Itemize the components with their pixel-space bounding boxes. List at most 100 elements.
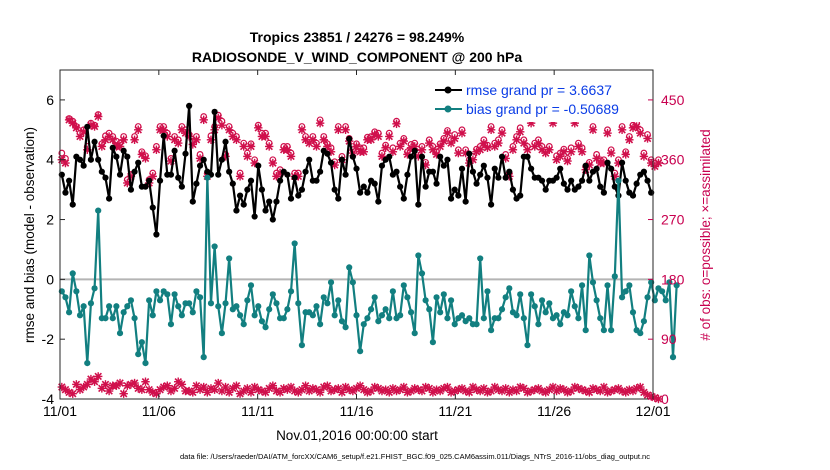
- legend-rmse-label: rmse grand pr = 3.6637: [466, 82, 612, 98]
- bias-point: [171, 291, 178, 298]
- rmse-point: [386, 153, 393, 160]
- bias-point: [495, 315, 502, 322]
- obs-count-low-point: [286, 382, 296, 392]
- rmse-point: [149, 204, 156, 211]
- obs-assimilated-point: [224, 125, 234, 135]
- rmse-point: [560, 180, 567, 187]
- bias-point: [542, 309, 549, 316]
- bias-point: [415, 252, 422, 259]
- bias-point: [138, 339, 145, 346]
- rmse-point: [240, 201, 247, 208]
- obs-count-low-point: [199, 382, 208, 392]
- bias-point: [418, 270, 426, 277]
- obs-assimilated-point: [516, 127, 525, 137]
- obs-count-low-point: [119, 389, 128, 398]
- obs-assimilated-point: [461, 148, 470, 158]
- bias-point: [575, 315, 582, 322]
- obs-assimilated-point: [385, 132, 394, 141]
- x-tick-label: 11/11: [241, 403, 274, 419]
- obs-assimilated-point: [334, 125, 343, 135]
- rmse-point: [80, 162, 87, 169]
- rmse-point: [397, 183, 404, 190]
- bias-point: [255, 303, 262, 310]
- rmse-point: [298, 186, 306, 193]
- obs-assimilated-point: [93, 112, 103, 121]
- obs-assimilated-point: [297, 125, 307, 135]
- obs-count-low-point: [101, 380, 110, 389]
- rmse-point: [564, 186, 571, 193]
- obs-assimilated-point: [235, 172, 245, 181]
- y2-tick-label: 450: [661, 92, 685, 108]
- obs-assimilated-point: [603, 128, 612, 138]
- bias-point: [269, 291, 276, 298]
- bias-point: [280, 315, 287, 322]
- rmse-point: [578, 177, 586, 184]
- rmse-point: [193, 180, 200, 187]
- rmse-point: [327, 159, 335, 166]
- bias-point: [498, 306, 506, 313]
- bias-point: [62, 294, 69, 301]
- bias-point: [669, 354, 677, 361]
- bias-point: [600, 327, 607, 334]
- rmse-point: [447, 195, 455, 202]
- obs-assimilated-point: [534, 138, 543, 148]
- rmse-point: [633, 180, 640, 187]
- bias-point: [131, 315, 138, 322]
- obs-assimilated-point: [374, 132, 383, 141]
- rmse-point: [393, 168, 400, 175]
- bias-point: [262, 324, 269, 331]
- bias-point: [407, 309, 415, 316]
- obs-count-low-point: [188, 388, 197, 397]
- rmse-point: [608, 165, 615, 172]
- obs-count-low-point: [177, 380, 187, 389]
- bias-point: [531, 303, 538, 310]
- obs-assimilated-point: [508, 145, 518, 154]
- obs-count-low-point: [214, 378, 223, 388]
- bias-point: [371, 294, 378, 301]
- bias-point: [382, 306, 389, 313]
- obs-assimilated-point: [399, 136, 408, 146]
- obs-assimilated-point: [621, 150, 630, 159]
- obs-assimilated-point: [439, 136, 449, 146]
- legend-bias-label: bias grand pr = -0.50689: [466, 101, 619, 117]
- obs-count-low-point: [93, 372, 103, 381]
- rmse-point: [586, 177, 593, 184]
- bias-point: [557, 321, 564, 328]
- obs-count-low-point: [115, 378, 125, 388]
- rmse-point: [295, 192, 302, 199]
- bias-point: [335, 297, 342, 304]
- rmse-point: [422, 183, 429, 190]
- bias-point: [589, 279, 597, 286]
- bias-point: [546, 300, 553, 307]
- bias-point: [397, 312, 404, 319]
- obs-assimilated-point: [435, 142, 445, 151]
- rmse-point: [349, 153, 356, 160]
- rmse-point: [229, 180, 236, 187]
- obs-assimilated-point: [243, 152, 252, 161]
- bias-point: [506, 285, 513, 292]
- obs-count-low-point: [417, 386, 427, 396]
- bias-point: [116, 330, 124, 337]
- bias-point: [433, 294, 440, 301]
- bias-point: [291, 240, 298, 247]
- left-axis: -4 -2 0 2 4 6: [42, 92, 65, 407]
- rmse-point: [251, 213, 258, 220]
- rmse-point: [277, 177, 284, 184]
- rmse-point: [495, 174, 502, 181]
- bias-point: [106, 303, 113, 310]
- bias-point: [378, 312, 386, 319]
- obs-assimilated-point: [199, 115, 208, 125]
- rmse-point: [342, 171, 349, 178]
- obs-assimilated-point: [352, 142, 361, 151]
- rmse-point: [433, 180, 440, 187]
- bias-point: [513, 312, 520, 319]
- bias-point: [327, 279, 335, 286]
- rmse-point: [135, 159, 142, 166]
- obs-assimilated-point: [512, 135, 521, 144]
- rmse-point: [375, 198, 382, 205]
- bias-point: [528, 291, 535, 298]
- bias-point: [473, 321, 480, 328]
- bias-point: [360, 321, 367, 328]
- rmse-point: [291, 174, 298, 181]
- bias-point: [215, 303, 222, 310]
